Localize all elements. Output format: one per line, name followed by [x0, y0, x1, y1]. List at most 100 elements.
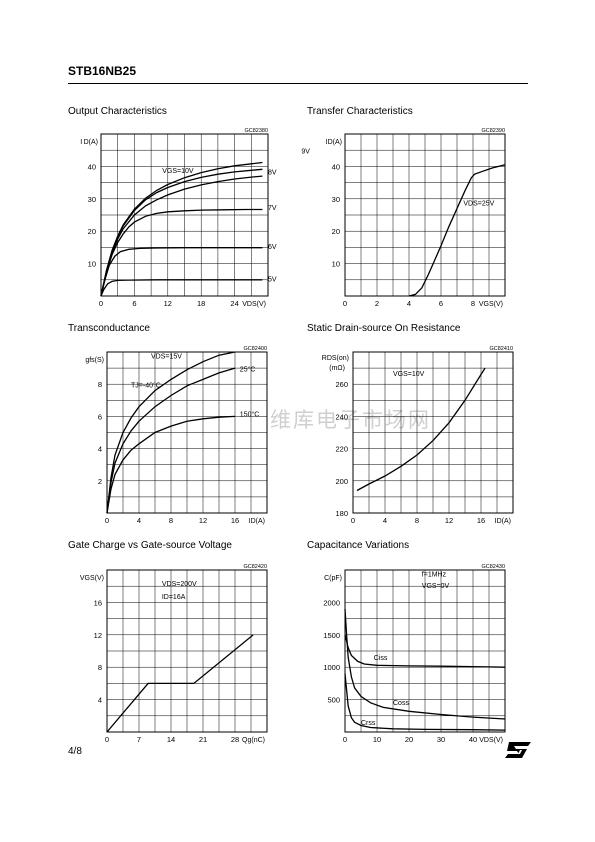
gatecharge-y-tick-label: 16 [94, 598, 102, 607]
chart-title-capacitance: Capacitance Variations [307, 540, 410, 551]
document-title: STB16NB25 [68, 64, 137, 78]
gatecharge-y-tick-label: 8 [98, 663, 102, 672]
rdson-x-tick-label: 12 [445, 516, 453, 525]
output-x-tick-label: 6 [132, 299, 136, 308]
capacitance-y-tick-label: 1500 [323, 631, 340, 640]
rdson-x-tick-label: 8 [415, 516, 419, 525]
gatecharge-y-tick-label: 12 [94, 631, 102, 640]
gatecharge-x-axis-label: Qg(nC) [242, 737, 265, 744]
output-series-line [100, 279, 263, 297]
transfer-x-tick-label: 0 [343, 299, 347, 308]
capacitance-y-tick-label: 500 [327, 696, 340, 705]
output-series-label: 8V [268, 170, 277, 177]
capacitance-code: GC82430 [481, 564, 505, 570]
transconductance-annotation: TJ=-40°C [131, 381, 161, 389]
output-y-tick-label: 20 [88, 227, 96, 236]
transconductance-x-tick-label: 4 [137, 516, 141, 525]
transconductance-y-tick-label: 8 [98, 380, 102, 389]
rdson-y-tick-label: 220 [335, 445, 348, 454]
output-series-label: 7V [268, 205, 277, 212]
transconductance-annotation: VDS=15V [151, 353, 182, 360]
chart-title-rdson: Static Drain-source On Resistance [307, 323, 461, 334]
transconductance-series-line [106, 415, 236, 514]
transfer-annotation: VDS=25V [463, 200, 494, 207]
transconductance-x-tick-label: 16 [231, 516, 239, 525]
output-x-tick-label: 24 [230, 299, 238, 308]
output-x-axis-label: VDS(V) [242, 301, 266, 308]
output-series-label: 9V [301, 148, 310, 155]
chart-title-transfer: Transfer Characteristics [307, 106, 413, 117]
capacitance-series-line [344, 634, 506, 668]
rdson-y-tick-label: 200 [335, 477, 348, 486]
chart-title-transconductance: Transconductance [68, 323, 150, 334]
page-number: 4/8 [68, 746, 82, 757]
capacitance-x-tick-label: 30 [437, 735, 445, 744]
header-rule [68, 83, 528, 84]
gatecharge-annotation: ID=16A [162, 594, 186, 601]
transfer-x-tick-label: 6 [439, 299, 443, 308]
capacitance-series-label: Crss [361, 720, 376, 727]
output-y-tick-label: 10 [88, 260, 96, 269]
transconductance-series-label: 150°C [240, 410, 260, 418]
capacitance-y-tick-label: 1000 [323, 663, 340, 672]
output-series-line [100, 247, 263, 297]
chart-title-output: Output Characteristics [68, 106, 167, 117]
transconductance-series-line [106, 367, 236, 514]
transconductance-series-line [106, 351, 236, 514]
capacitance-series-label: Ciss [374, 655, 388, 662]
gatecharge-x-tick-label: 28 [231, 735, 239, 744]
capacitance-x-tick-label: 0 [343, 735, 347, 744]
transconductance-x-tick-label: 0 [105, 516, 109, 525]
output-series-line [100, 168, 263, 297]
rdson-y-axis-label: RDS(on) [322, 355, 349, 362]
gatecharge-x-tick-label: 14 [167, 735, 175, 744]
transfer-x-axis-label: VGS(V) [479, 301, 503, 308]
transconductance-y-tick-label: 6 [98, 412, 102, 421]
output-frame [100, 133, 269, 297]
gatecharge-x-tick-label: 0 [105, 735, 109, 744]
watermark: 维库电子市场网 [270, 408, 431, 432]
transfer-frame [344, 133, 506, 297]
output-series-label: 6V [268, 244, 277, 251]
transfer-x-tick-label: 8 [471, 299, 475, 308]
transfer-x-tick-label: 4 [407, 299, 411, 308]
output-series-line [100, 208, 263, 297]
gatecharge-y-tick-label: 4 [98, 696, 102, 705]
gatecharge-frame [106, 569, 268, 733]
transfer-y-tick-label: 10 [332, 260, 340, 269]
gatecharge-x-tick-label: 7 [137, 735, 141, 744]
output-series-label: 5V [268, 276, 277, 283]
transfer-y-axis-label: ID(A) [326, 139, 342, 146]
transconductance-series-label: 25°C [240, 365, 256, 373]
transconductance-x-axis-label: ID(A) [249, 518, 265, 525]
output-y-tick-label: 30 [88, 195, 96, 204]
gatecharge-series-line [106, 634, 254, 733]
rdson-frame [352, 351, 514, 514]
transconductance-y-axis-label: gfs(S) [85, 357, 104, 364]
capacitance-x-tick-label: 20 [405, 735, 413, 744]
rdson-y-tick-label: 260 [335, 380, 348, 389]
transconductance-x-tick-label: 8 [169, 516, 173, 525]
capacitance-series-line [344, 673, 506, 731]
output-y-axis-label: I D(A) [80, 139, 98, 146]
output-series-line [100, 175, 263, 297]
transfer-code: GC82390 [481, 128, 505, 134]
transfer-y-tick-label: 30 [332, 195, 340, 204]
rdson-x-tick-label: 0 [351, 516, 355, 525]
transconductance-x-tick-label: 12 [199, 516, 207, 525]
gatecharge-code: GC82420 [243, 564, 267, 570]
rdson-x-tick-label: 4 [383, 516, 387, 525]
transconductance-y-tick-label: 4 [98, 445, 102, 454]
transconductance-frame [106, 351, 268, 514]
st-logo-icon [505, 742, 531, 758]
capacitance-series-line [344, 608, 506, 720]
capacitance-frame [344, 569, 506, 733]
capacitance-annotation: VGS=0V [422, 583, 450, 590]
capacitance-x-tick-label: 40 [469, 735, 477, 744]
output-x-tick-label: 12 [164, 299, 172, 308]
rdson-x-tick-label: 16 [477, 516, 485, 525]
rdson-annotation: VGS=10V [393, 371, 425, 378]
transfer-y-tick-label: 40 [332, 162, 340, 171]
output-code: GC82380 [244, 128, 268, 134]
rdson-series-line [356, 367, 486, 492]
